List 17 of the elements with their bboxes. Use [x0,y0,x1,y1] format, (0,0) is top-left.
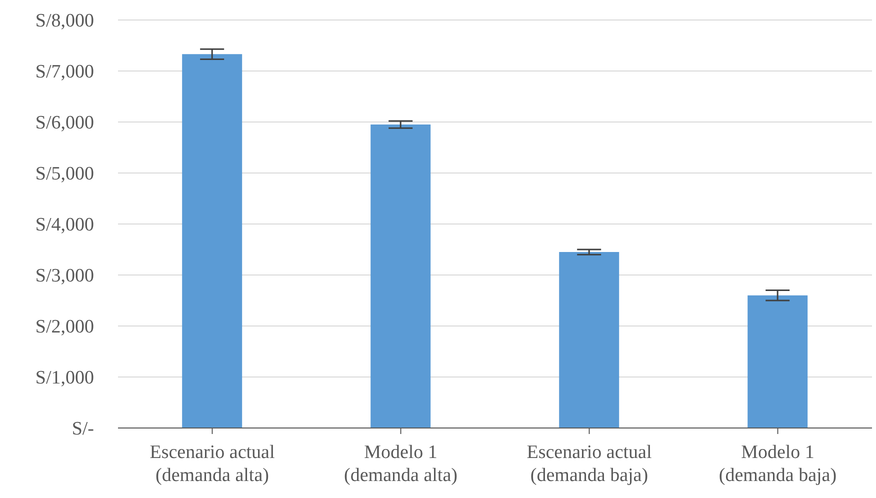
x-tick-label: Modelo 1 (demanda alta) [344,442,458,486]
bar [182,54,242,428]
x-tick-label: Escenario actual (demanda alta) [150,442,275,486]
bar [748,295,808,428]
y-tick-label: S/1,000 [35,368,94,389]
y-tick-label: S/5,000 [35,164,94,185]
y-tick-label: S/4,000 [35,214,94,236]
x-tick-label: Escenario actual (demanda baja) [526,442,652,486]
y-tick-label: S/3,000 [35,266,94,287]
bar [370,124,431,428]
y-tick-label: S/8,000 [35,10,94,32]
y-tick-label: S/7,000 [35,62,94,83]
bar [559,252,620,428]
y-tick-label: S/2,000 [35,316,94,338]
x-tick-label: Modelo 1 (demanda baja) [718,442,837,486]
y-tick-label: S/6,000 [35,112,94,134]
y-tick-label: S/- [72,418,94,440]
